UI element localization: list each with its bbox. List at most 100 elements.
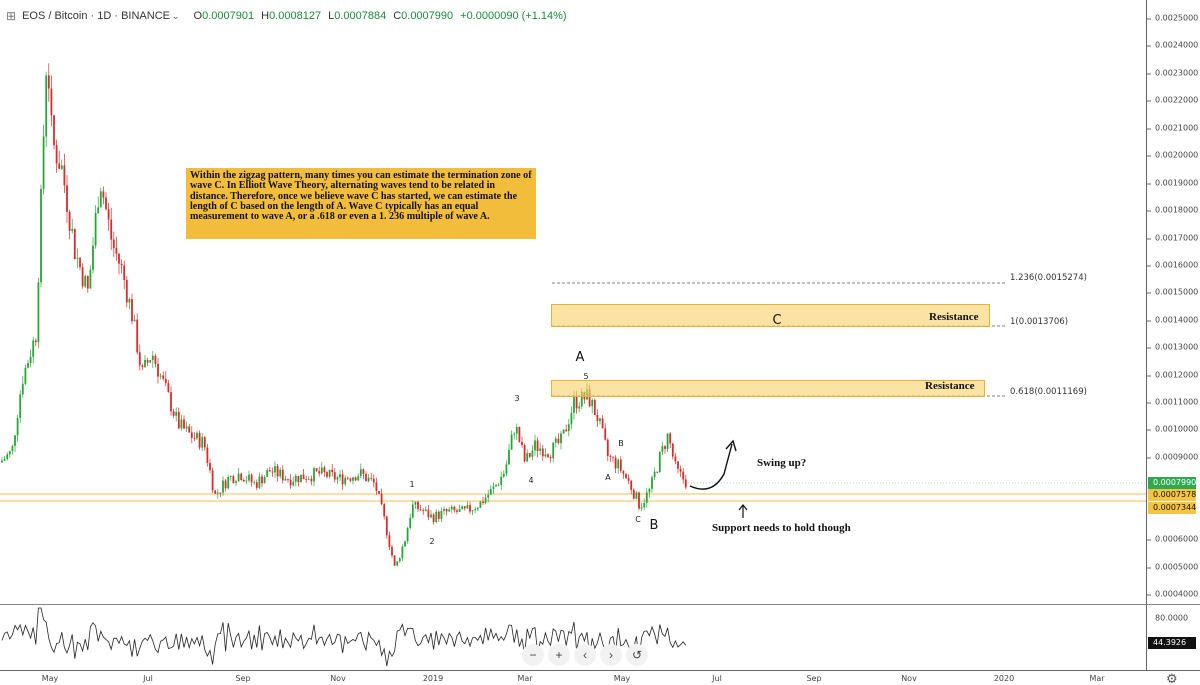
candle-body	[8, 451, 11, 455]
candle-body	[505, 464, 508, 474]
price-tick: 0.0006000	[1146, 534, 1199, 544]
reset-chart-button[interactable]: ↺	[626, 644, 648, 666]
candle-body	[682, 471, 685, 480]
candle-body	[638, 492, 640, 509]
candle-body	[479, 501, 482, 508]
candle-body	[24, 367, 27, 384]
candle-body	[531, 450, 534, 457]
time-axis[interactable]: May Jul Sep Nov 2019 Mar May Jul Sep Nov…	[0, 670, 1200, 685]
pane-divider[interactable]	[0, 604, 1146, 605]
candle-body	[261, 476, 263, 484]
candle-body	[651, 477, 653, 489]
price-tick: 0.0023000	[1146, 68, 1199, 78]
fib-1-label: 1(0.0013706)	[1010, 317, 1069, 327]
price-tick: 0.0022000	[1146, 95, 1199, 105]
candle-body	[518, 426, 521, 442]
candle-body	[666, 433, 669, 449]
candle-body	[214, 490, 217, 494]
candle-body	[323, 467, 326, 473]
candle-body	[138, 352, 141, 366]
candlesticks	[1, 63, 687, 567]
candle-body	[630, 480, 633, 490]
candle-body	[53, 115, 55, 146]
symbol-title[interactable]: EOS / Bitcoin · 1D · BINANCE	[22, 10, 170, 22]
candle-body	[500, 476, 503, 485]
candle-body	[648, 488, 651, 493]
candle-body	[534, 440, 536, 451]
candle-body	[185, 426, 188, 429]
oscillator-chart[interactable]	[0, 604, 1146, 670]
chart-toolbar: − + ‹ › ↺	[522, 644, 648, 666]
candle-body	[318, 471, 321, 474]
candle-body	[183, 419, 185, 429]
resistance-zone-lower	[551, 380, 985, 397]
candle-body	[123, 265, 126, 280]
price-tick: 0.0015000	[1146, 287, 1199, 297]
candle-body	[653, 471, 656, 478]
candle-body	[216, 492, 219, 494]
candle-body	[508, 449, 510, 465]
candle-body	[21, 383, 24, 395]
gear-icon[interactable]: ⚙	[1166, 671, 1178, 685]
candle-body	[383, 504, 386, 517]
wave-1-label: 1	[409, 480, 415, 489]
scroll-right-button[interactable]: ›	[600, 644, 622, 666]
candle-body	[674, 456, 677, 462]
candle-body	[227, 476, 230, 489]
candle-body	[112, 239, 115, 248]
candle-body	[146, 360, 149, 363]
candle-body	[63, 165, 66, 186]
candle-body	[235, 481, 237, 483]
scroll-left-button[interactable]: ‹	[574, 644, 596, 666]
oscillator-axis[interactable]: 80.0000	[1146, 604, 1200, 670]
zoom-out-button[interactable]: −	[522, 644, 544, 666]
price-chart[interactable]	[0, 0, 1146, 604]
chevron-down-icon[interactable]: ⌄	[172, 10, 180, 21]
price-axis[interactable]: 0.0025000 0.0024000 0.0023000 0.0022000 …	[1146, 0, 1200, 604]
price-tick: 0.0020000	[1146, 150, 1199, 160]
candle-body	[365, 473, 367, 482]
candle-body	[669, 433, 672, 444]
candle-body	[211, 470, 214, 491]
candle-body	[401, 546, 404, 559]
candle-body	[627, 478, 630, 481]
time-tick: Sep	[235, 674, 251, 683]
candle-body	[398, 558, 401, 562]
candle-body	[450, 506, 453, 510]
candle-body	[414, 501, 417, 505]
candle-body	[562, 429, 565, 434]
price-tick: 0.0012000	[1146, 370, 1199, 380]
candle-body	[619, 459, 622, 471]
candle-body	[245, 480, 248, 482]
candle-body	[263, 476, 266, 484]
candle-body	[601, 418, 604, 429]
resistance-label-upper: Resistance	[929, 311, 979, 323]
candle-body	[346, 477, 349, 479]
wave-a-big-label: A	[575, 350, 585, 365]
candle-body	[380, 493, 383, 505]
candle-body	[609, 455, 612, 457]
candle-body	[523, 445, 526, 462]
candle-body	[552, 442, 555, 459]
expand-icon[interactable]: ⊞	[6, 9, 17, 23]
candle-body	[32, 340, 35, 357]
candle-body	[198, 432, 201, 448]
candle-body	[476, 507, 479, 510]
candle-body	[487, 494, 490, 498]
candle-body	[466, 505, 469, 509]
candle-body	[326, 472, 328, 477]
candle-body	[248, 474, 250, 481]
candle-body	[484, 497, 487, 503]
candle-body	[81, 267, 84, 287]
candle-body	[190, 432, 193, 438]
candle-body	[679, 468, 682, 472]
candle-body	[196, 432, 198, 439]
candle-body	[237, 473, 240, 482]
candle-body	[300, 474, 302, 483]
candle-body	[570, 412, 573, 425]
candle-body	[614, 457, 617, 469]
candle-body	[84, 276, 87, 287]
candle-body	[440, 510, 443, 519]
zoom-in-button[interactable]: +	[548, 644, 570, 666]
candle-body	[502, 473, 505, 477]
